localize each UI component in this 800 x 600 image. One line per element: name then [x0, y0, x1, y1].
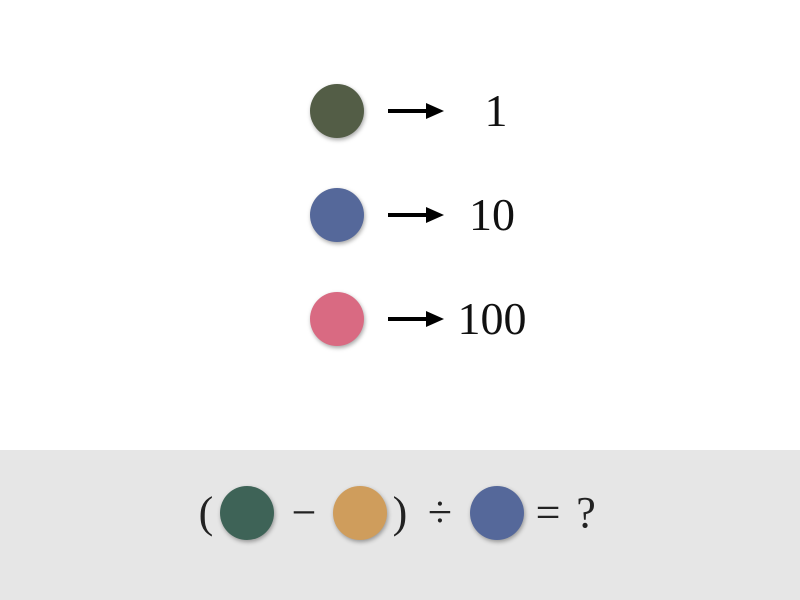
orange-circle-icon	[333, 486, 387, 540]
arrow-right-icon	[388, 311, 444, 327]
legend-row-3: 100	[0, 284, 800, 354]
pink-circle-icon	[310, 292, 364, 346]
question-mark: ?	[576, 488, 596, 537]
close-paren: )	[392, 488, 408, 537]
blue-circle-icon	[470, 486, 524, 540]
legend-row-1: 1	[0, 76, 800, 146]
legend-value-1: 1	[484, 85, 508, 136]
equals-sign: =	[535, 488, 561, 537]
legend-value-100: 100	[457, 293, 527, 344]
equation-panel: ( − ) ÷ = ?	[0, 450, 800, 600]
legend-value-10: 10	[469, 189, 515, 240]
divide-sign: ÷	[427, 488, 453, 537]
teal-green-circle-icon	[220, 486, 274, 540]
arrow-right-icon	[388, 103, 444, 119]
olive-green-circle-icon	[310, 84, 364, 138]
legend-row-2: 10	[0, 180, 800, 250]
open-paren: (	[198, 488, 214, 537]
arrow-right-icon	[388, 207, 444, 223]
minus-sign: −	[291, 488, 317, 537]
color-value-legend: 1 10 100	[0, 76, 800, 354]
blue-circle-icon	[310, 188, 364, 242]
